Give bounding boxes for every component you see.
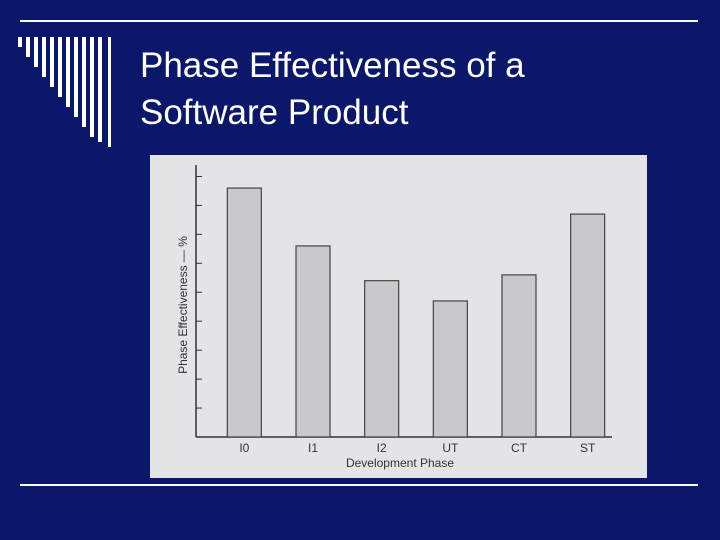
top-rule <box>20 20 698 22</box>
bar <box>364 280 400 438</box>
chart: Phase Effectiveness — % Development Phas… <box>150 155 647 478</box>
y-axis-label: Phase Effectiveness — % <box>176 236 190 374</box>
x-tick-label: ST <box>580 441 596 455</box>
x-tick-label: I0 <box>239 441 249 455</box>
bar <box>226 187 262 438</box>
slide-title: Phase Effectiveness of a Software Produc… <box>140 46 525 132</box>
x-tick-label: I2 <box>377 441 387 455</box>
bar <box>295 245 331 438</box>
bar <box>432 300 468 438</box>
x-tick-label: CT <box>511 441 528 455</box>
stripes <box>18 37 111 147</box>
x-tick-label: UT <box>442 441 459 455</box>
x-axis-label: Development Phase <box>346 456 454 470</box>
bar <box>570 213 606 438</box>
bar <box>501 274 537 438</box>
x-tick-label: I1 <box>308 441 318 455</box>
bottom-rule <box>20 484 698 486</box>
